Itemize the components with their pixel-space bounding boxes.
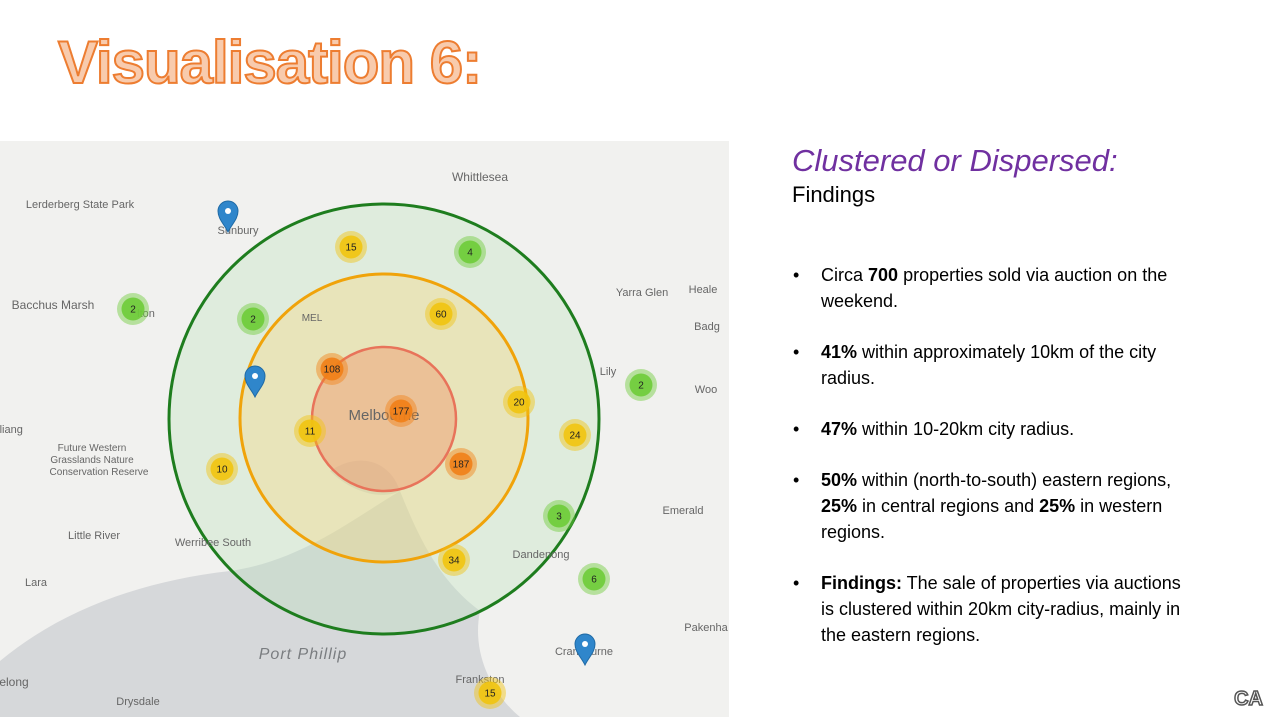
map-pin bbox=[244, 365, 266, 399]
place-label: Yarra Glen bbox=[616, 287, 668, 299]
finding-text: within approximately 10km of the city ra… bbox=[821, 342, 1157, 388]
cluster-count: 34 bbox=[448, 556, 460, 567]
finding-text: properties sold via auction on the weeke… bbox=[821, 265, 1168, 311]
cluster-marker bbox=[121, 297, 145, 321]
place-label: Woo bbox=[695, 384, 717, 396]
cluster-count: 108 bbox=[324, 365, 341, 376]
radius-20km bbox=[167, 202, 601, 636]
cluster-count: 10 bbox=[216, 465, 228, 476]
place-label: Lily bbox=[600, 366, 617, 378]
place-label: iliang bbox=[0, 424, 23, 436]
finding-text: in central regions and bbox=[857, 496, 1040, 516]
place-label: MEL bbox=[302, 313, 323, 324]
place-label: Little River bbox=[68, 530, 120, 542]
cluster-count: 177 bbox=[393, 407, 410, 418]
cluster-marker bbox=[563, 423, 587, 447]
cluster-count: 24 bbox=[569, 431, 581, 442]
cluster-marker bbox=[210, 457, 234, 481]
cluster-marker bbox=[478, 681, 502, 705]
finding: Findings: The sale of properties via auc… bbox=[793, 570, 1193, 648]
cluster-count: 2 bbox=[250, 315, 256, 326]
map-pin-dot bbox=[252, 373, 258, 379]
cluster-marker bbox=[507, 390, 531, 414]
place-label: Lerderberg State Park bbox=[26, 199, 135, 211]
cluster-marker bbox=[629, 373, 653, 397]
finding-text: within (north-to-south) eastern regions, bbox=[857, 470, 1172, 490]
slide-title: Visualisation 6: bbox=[57, 28, 483, 97]
finding: 50% within (north-to-south) eastern regi… bbox=[793, 467, 1193, 545]
map: Whittlesea Lerderberg State Park Sunbury Ba… bbox=[0, 141, 729, 717]
map-pin bbox=[574, 633, 596, 667]
cluster-count: 60 bbox=[435, 310, 447, 321]
radius-10km bbox=[238, 272, 530, 564]
bay bbox=[0, 491, 520, 717]
cluster-count: 15 bbox=[484, 689, 496, 700]
cluster-marker bbox=[298, 419, 322, 443]
cluster-count: 15 bbox=[345, 243, 357, 254]
finding-text: Circa bbox=[821, 265, 869, 285]
heading: Clustered or Dispersed: bbox=[792, 143, 1118, 178]
cluster-marker bbox=[241, 307, 265, 331]
cluster-count: 2 bbox=[130, 305, 136, 316]
finding-text: 47% bbox=[821, 419, 858, 439]
map-pin-dot bbox=[225, 208, 231, 214]
cluster-marker bbox=[458, 240, 482, 264]
subheading: Findings bbox=[792, 182, 876, 207]
map-pin-dot bbox=[582, 641, 588, 647]
finding-text: in western regions. bbox=[821, 496, 1163, 542]
cluster-marker bbox=[320, 357, 344, 381]
cluster-marker bbox=[547, 504, 571, 528]
radius-5km bbox=[310, 345, 458, 493]
finding-text: Findings: bbox=[821, 573, 902, 593]
place-label: Port Phillip bbox=[259, 646, 347, 663]
finding-text: 25% bbox=[1039, 496, 1076, 516]
map-pin bbox=[217, 200, 239, 234]
place-label: elong bbox=[0, 675, 29, 689]
cluster-marker bbox=[339, 235, 363, 259]
cluster-count: 2 bbox=[638, 381, 644, 392]
cluster-marker bbox=[389, 399, 413, 423]
place-label: Drysdale bbox=[116, 696, 159, 708]
place-label: Heale bbox=[689, 284, 718, 296]
cluster-count: 6 bbox=[591, 575, 597, 586]
place-label: Whittlesea bbox=[452, 170, 508, 184]
place-label: Sunbury bbox=[218, 225, 259, 237]
finding-text: within 10-20km city radius. bbox=[857, 419, 1075, 439]
logo: CA bbox=[1233, 687, 1263, 711]
cluster-marker bbox=[449, 452, 473, 476]
finding-text: 50% bbox=[821, 470, 858, 490]
place-label: Badg bbox=[694, 321, 720, 333]
cluster-count: 20 bbox=[513, 398, 525, 409]
place-label: Conservation Reserve bbox=[50, 467, 149, 478]
place-label: Emerald bbox=[663, 505, 704, 517]
cluster-count: 4 bbox=[467, 248, 473, 259]
finding-text: 700 bbox=[868, 265, 899, 285]
place-label: Dandenong bbox=[513, 549, 570, 561]
findings-list: Circa 700 properties sold via auction on… bbox=[793, 262, 1193, 673]
place-label: Werribee South bbox=[175, 537, 251, 549]
place-label: Future Western bbox=[58, 443, 127, 454]
place-label: Bacchus Marsh bbox=[12, 298, 95, 312]
finding: 47% within 10-20km city radius. bbox=[793, 416, 1193, 442]
cluster-count: 187 bbox=[453, 460, 470, 471]
finding: 41% within approximately 10km of the cit… bbox=[793, 339, 1193, 391]
bay-north bbox=[330, 460, 400, 495]
cluster-count: 3 bbox=[556, 512, 562, 523]
cluster-count: 11 bbox=[305, 427, 316, 438]
finding-text: 41% bbox=[821, 342, 858, 362]
place-label: Grasslands Nature bbox=[50, 455, 134, 466]
finding: Circa 700 properties sold via auction on… bbox=[793, 262, 1193, 314]
cluster-marker bbox=[582, 567, 606, 591]
finding-text: 25% bbox=[821, 496, 858, 516]
cluster-marker bbox=[429, 302, 453, 326]
cluster-marker bbox=[442, 548, 466, 572]
place-label: Pakenha bbox=[684, 622, 728, 634]
finding-text: The sale of properties via auctions is c… bbox=[821, 573, 1181, 645]
place-label: Lara bbox=[25, 577, 48, 589]
